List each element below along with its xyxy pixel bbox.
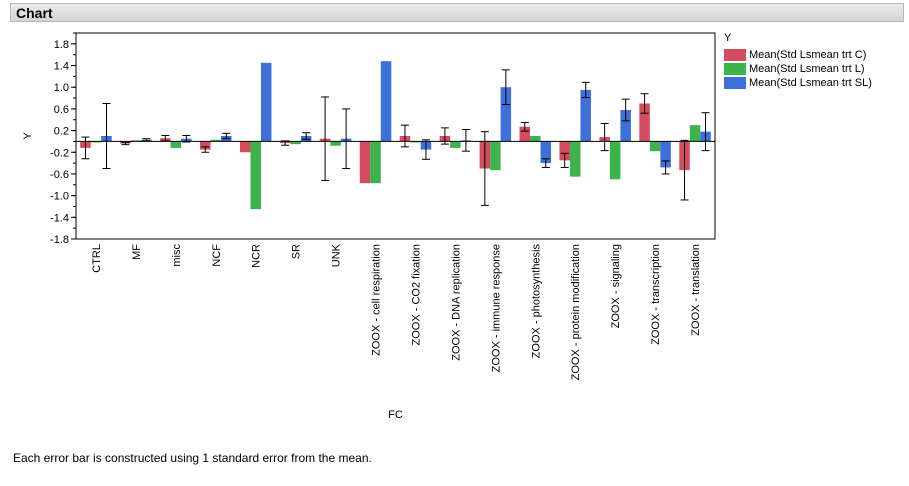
x-tick-label: MF <box>131 244 143 260</box>
x-tick-label: ZOOX - transcription <box>650 244 662 345</box>
legend-item-sl[interactable]: Mean(Std Lsmean trt SL) <box>724 76 872 90</box>
y-tick-label: -0.2 <box>50 147 69 159</box>
bar-l <box>370 141 381 184</box>
bar-c <box>519 126 531 142</box>
legend: Y Mean(Std Lsmean trt C) Mean(Std Lsmean… <box>724 32 872 90</box>
bar-sl <box>500 87 512 142</box>
bar-l <box>290 141 301 145</box>
bar-sl <box>260 62 272 142</box>
x-tick-label: ZOOX - protein modification <box>570 244 582 380</box>
legend-swatch-sl <box>724 77 746 89</box>
legend-label-sl: Mean(Std Lsmean trt SL) <box>749 77 872 89</box>
x-tick-label: ZOOX - immune response <box>490 244 502 372</box>
x-tick-label: CTRL <box>91 244 103 273</box>
x-tick-label: ZOOX - DNA replication <box>450 244 462 361</box>
bar-sl <box>580 89 591 142</box>
bar-l <box>569 141 581 177</box>
y-axis-label: Y <box>22 132 34 140</box>
bar-l <box>170 141 182 148</box>
legend-item-l[interactable]: Mean(Std Lsmean trt L) <box>724 62 872 76</box>
x-tick-label: SR <box>291 244 303 259</box>
bar-l <box>250 141 261 210</box>
x-axis-label: FC <box>388 409 403 421</box>
x-tick-label: NCR <box>251 244 263 268</box>
panel-title: Chart <box>16 5 53 21</box>
x-tick-label: ZOOX - translation <box>690 244 702 336</box>
x-tick-label: ZOOX - signaling <box>610 244 622 328</box>
bar-l <box>689 125 701 142</box>
bar-sl <box>660 141 671 168</box>
y-tick-label: -1.4 <box>50 212 69 224</box>
legend-label-c: Mean(Std Lsmean trt C) <box>749 49 867 61</box>
y-tick-label: 1.0 <box>54 82 69 94</box>
bar-l <box>450 141 461 148</box>
y-tick-label: -0.6 <box>50 169 69 181</box>
bar-l <box>210 139 222 142</box>
bar-l <box>609 141 621 180</box>
chart-panel-header[interactable]: Chart <box>10 3 904 22</box>
y-tick-label: 0.6 <box>54 104 69 116</box>
x-tick-label: NCF <box>211 244 223 267</box>
bar-sl <box>540 141 552 164</box>
bar-l <box>490 141 501 171</box>
x-tick-label: misc <box>171 244 183 267</box>
y-tick-label: 1.4 <box>54 61 69 73</box>
footnote: Each error bar is constructed using 1 st… <box>13 451 372 465</box>
legend-item-c[interactable]: Mean(Std Lsmean trt C) <box>724 48 872 62</box>
bar-c <box>639 103 650 142</box>
y-tick-label: 0.2 <box>54 126 69 138</box>
legend-swatch-c <box>724 49 746 61</box>
bar-l <box>130 140 142 142</box>
plot-frame <box>75 32 716 240</box>
bar-c <box>200 141 211 150</box>
bar-c <box>359 141 371 184</box>
y-tick-label: -1.8 <box>50 234 69 246</box>
bar-c <box>559 141 570 161</box>
x-tick-label: UNK <box>331 243 343 267</box>
bar-c <box>239 141 251 153</box>
x-tick-label: ZOOX - cell respiration <box>371 244 383 356</box>
y-tick-label: -1.0 <box>50 191 69 203</box>
bar-l <box>530 136 541 142</box>
bar-sl <box>380 61 392 142</box>
legend-swatch-l <box>724 63 746 75</box>
legend-label-l: Mean(Std Lsmean trt L) <box>749 63 865 75</box>
x-tick-label: ZOOX - CO2 fixation <box>410 244 422 345</box>
bar-l <box>649 141 661 152</box>
bar-sl <box>620 109 631 142</box>
legend-title: Y <box>724 32 732 44</box>
y-tick-label: 1.8 <box>54 39 69 51</box>
x-tick-label: ZOOX - photosynthesis <box>530 244 542 359</box>
bar-l <box>330 141 341 146</box>
